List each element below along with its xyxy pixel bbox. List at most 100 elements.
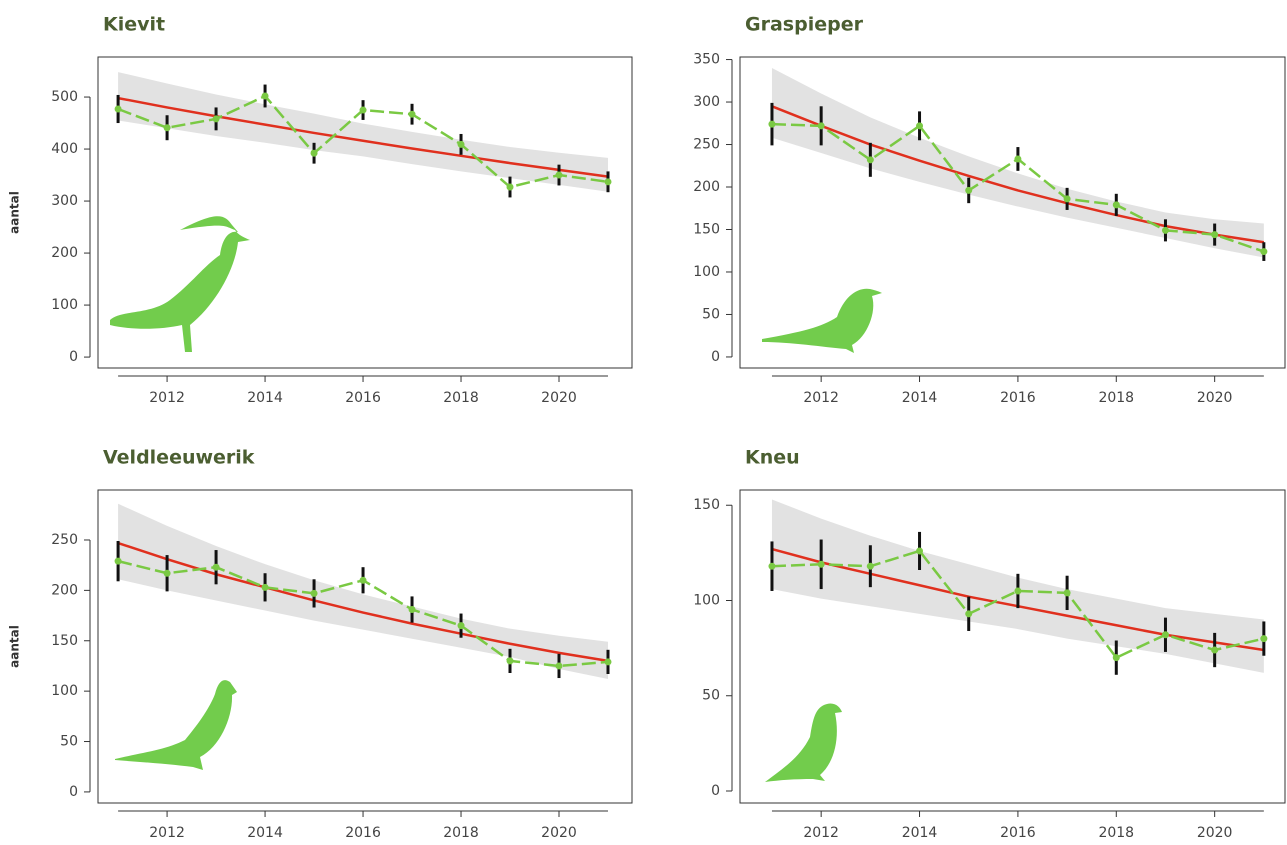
- y-tick-label: 50: [60, 734, 78, 750]
- data-point: [817, 560, 825, 568]
- trend-line: [117, 96, 609, 178]
- data-point: [408, 110, 416, 118]
- data-point: [965, 186, 973, 194]
- x-tick-label: 2012: [149, 390, 185, 406]
- x-tick-label: 2018: [443, 825, 479, 841]
- data-point: [163, 124, 171, 132]
- data-point: [1112, 654, 1120, 662]
- data-point: [916, 122, 924, 130]
- x-tick-label: 2016: [1000, 390, 1036, 406]
- x-tick-label: 2018: [443, 390, 479, 406]
- data-point: [114, 557, 122, 565]
- y-tick-label: 200: [51, 245, 78, 261]
- data-point: [506, 657, 514, 665]
- data-point: [1112, 201, 1120, 209]
- y-tick-label: 100: [693, 264, 720, 280]
- series-line: [771, 549, 1265, 660]
- data-point: [916, 547, 924, 555]
- y-tick-label: 100: [51, 297, 78, 313]
- y-tick-label: 200: [51, 582, 78, 598]
- x-tick-label: 2014: [247, 825, 283, 841]
- data-point: [212, 563, 220, 571]
- x-tick-label: 2018: [1098, 390, 1134, 406]
- chart-title: Kneu: [745, 447, 800, 469]
- y-tick-label: 150: [693, 221, 720, 237]
- bird-icon: [110, 216, 250, 352]
- data-point: [1260, 248, 1268, 256]
- y-tick-label: 0: [711, 783, 720, 799]
- data-point: [506, 183, 514, 191]
- plot-frame: [97, 56, 633, 369]
- data-point: [457, 622, 465, 630]
- y-tick-label: 400: [51, 141, 78, 157]
- y-tick-label: 300: [693, 94, 720, 110]
- data-point: [408, 606, 416, 614]
- x-tick-label: 2016: [1000, 825, 1036, 841]
- y-axis-label: aantal: [8, 625, 22, 668]
- y-tick-label: 150: [693, 497, 720, 513]
- y-tick-label: 250: [693, 137, 720, 153]
- y-tick-label: 0: [711, 349, 720, 365]
- y-tick-label: 150: [51, 633, 78, 649]
- y-tick-label: 250: [51, 532, 78, 548]
- y-tick-label: 50: [702, 688, 720, 704]
- data-point: [768, 562, 776, 570]
- chart-title: Kievit: [103, 14, 165, 36]
- data-point: [1211, 231, 1219, 239]
- data-point: [768, 120, 776, 128]
- data-point: [163, 569, 171, 577]
- x-tick-label: 2020: [1197, 390, 1233, 406]
- y-tick-label: 0: [69, 784, 78, 800]
- data-point: [1063, 589, 1071, 597]
- data-point: [866, 562, 874, 570]
- data-point: [261, 583, 269, 591]
- x-tick-label: 2020: [1197, 825, 1233, 841]
- data-point: [1211, 646, 1219, 654]
- data-point: [359, 576, 367, 584]
- y-tick-label: 350: [693, 52, 720, 68]
- x-tick-label: 2020: [541, 390, 577, 406]
- data-point: [359, 106, 367, 114]
- bird-icon: [765, 703, 842, 782]
- confidence-band: [118, 503, 608, 680]
- data-point: [866, 156, 874, 164]
- data-point: [965, 610, 973, 618]
- bird-icon: [762, 288, 882, 353]
- y-tick-label: 0: [69, 349, 78, 365]
- x-tick-label: 2012: [803, 825, 839, 841]
- chart-title: Veldleeuwerik: [103, 447, 255, 469]
- trend-line: [771, 105, 1265, 244]
- data-point: [555, 662, 563, 670]
- data-point: [310, 589, 318, 597]
- data-point: [212, 115, 220, 123]
- data-point: [1260, 635, 1268, 643]
- x-tick-label: 2016: [345, 390, 381, 406]
- x-tick-label: 2018: [1098, 825, 1134, 841]
- plot-frame: [739, 56, 1286, 369]
- confidence-band: [771, 68, 1264, 258]
- y-tick-label: 200: [693, 179, 720, 195]
- x-tick-label: 2014: [247, 390, 283, 406]
- y-tick-label: 100: [693, 592, 720, 608]
- data-point: [604, 658, 612, 666]
- plot-frame: [97, 489, 633, 804]
- data-point: [457, 140, 465, 148]
- x-tick-label: 2020: [541, 825, 577, 841]
- data-point: [1014, 587, 1022, 595]
- bird-icon: [115, 680, 237, 770]
- x-tick-label: 2016: [345, 825, 381, 841]
- x-tick-label: 2014: [902, 825, 938, 841]
- data-point: [261, 92, 269, 100]
- x-tick-label: 2012: [149, 825, 185, 841]
- confidence-band: [118, 72, 608, 192]
- y-axis-label: aantal: [8, 191, 22, 234]
- y-tick-label: 500: [51, 89, 78, 105]
- y-tick-label: 50: [702, 306, 720, 322]
- y-tick-label: 300: [51, 193, 78, 209]
- chart-title: Graspieper: [745, 14, 864, 36]
- data-point: [1063, 195, 1071, 203]
- data-point: [817, 122, 825, 130]
- y-tick-label: 100: [51, 683, 78, 699]
- x-tick-label: 2012: [803, 390, 839, 406]
